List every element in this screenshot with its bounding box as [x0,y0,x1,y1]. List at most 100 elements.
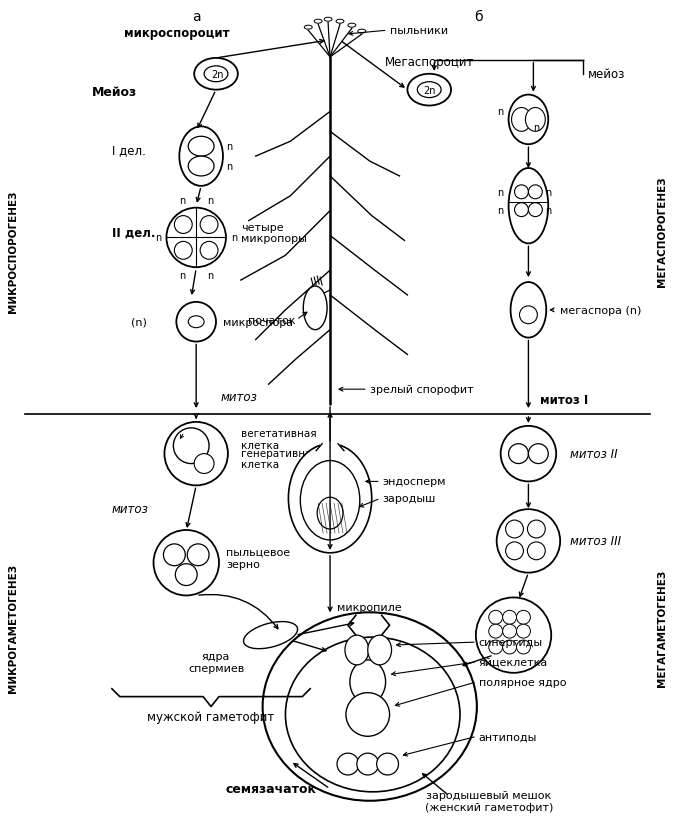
Circle shape [516,624,531,638]
Circle shape [529,186,542,200]
Text: микропиле: микропиле [338,603,402,613]
Ellipse shape [188,316,204,328]
Ellipse shape [271,633,286,641]
Circle shape [489,611,503,624]
Ellipse shape [345,636,369,665]
Circle shape [527,520,545,538]
Text: зародыш: зародыш [383,494,436,504]
Text: МЕГАСПОРОГЕНЕЗ: МЕГАСПОРОГЕНЕЗ [657,176,668,287]
Circle shape [508,444,529,464]
Text: антиподы: антиподы [479,731,537,741]
Text: II дел.: II дел. [112,227,155,240]
Text: n: n [533,123,539,133]
Ellipse shape [304,26,313,30]
Ellipse shape [244,622,298,649]
Text: Мегаспороцит: Мегаспороцит [385,57,474,70]
Circle shape [514,203,529,217]
Circle shape [165,423,228,486]
Text: n: n [385,760,390,768]
Text: митоз: митоз [112,502,148,515]
Text: n: n [155,233,161,243]
Text: мегаспора (n): мегаспора (n) [560,305,641,315]
Circle shape [153,531,219,595]
Ellipse shape [286,637,460,792]
Ellipse shape [358,30,366,34]
Circle shape [200,242,218,260]
Text: мейоз: мейоз [588,68,625,81]
Ellipse shape [510,283,546,338]
Circle shape [489,640,503,654]
Ellipse shape [324,18,332,22]
Text: n: n [545,188,551,197]
Ellipse shape [314,20,322,25]
Text: мужской гаметофит: мужской гаметофит [147,710,275,723]
Text: микроспора: микроспора [223,317,293,328]
Ellipse shape [259,627,273,636]
Text: митоз III: митоз III [570,535,621,548]
Ellipse shape [336,20,344,25]
Circle shape [501,427,556,482]
Text: 2n: 2n [362,709,374,720]
Text: ядра
спермиев: ядра спермиев [188,651,244,673]
Ellipse shape [303,287,327,330]
Circle shape [506,520,523,538]
Circle shape [516,611,531,624]
Ellipse shape [204,67,228,83]
Text: (n): (n) [131,317,146,328]
Circle shape [489,624,503,638]
Circle shape [503,640,516,654]
Text: n: n [365,760,371,768]
Circle shape [176,564,197,586]
Text: генеративная
клетка: генеративная клетка [241,448,318,470]
Ellipse shape [408,75,451,106]
Circle shape [527,542,545,560]
Circle shape [163,544,185,566]
Ellipse shape [188,157,214,177]
Ellipse shape [194,59,238,91]
Circle shape [187,544,209,566]
Text: 2n: 2n [212,70,224,79]
Text: пыльцевое
зерно: пыльцевое зерно [226,547,290,569]
Text: эндосперм: эндосперм [383,477,446,486]
Text: n: n [225,142,232,152]
Text: n: n [497,107,504,117]
Text: n: n [225,162,232,172]
Circle shape [337,753,359,775]
Text: МИКРОГАМЕТОГЕНЕЗ: МИКРОГАМЕТОГЕНЕЗ [7,563,18,692]
Circle shape [529,444,548,464]
Ellipse shape [348,25,356,28]
Ellipse shape [188,137,214,157]
Text: n: n [497,206,504,215]
Text: зрелый спорофит: зрелый спорофит [370,385,473,395]
Circle shape [167,208,226,268]
Text: 2n: 2n [423,85,435,96]
Circle shape [357,753,379,775]
Circle shape [514,186,529,200]
Ellipse shape [263,613,477,801]
Text: n: n [179,196,186,206]
Text: четыре
микропоры: четыре микропоры [241,223,306,244]
Circle shape [194,454,214,474]
Text: а: а [192,11,200,25]
Ellipse shape [180,127,223,187]
Text: Мейоз: Мейоз [92,86,137,99]
Circle shape [503,624,516,638]
Text: n: n [207,271,213,281]
Circle shape [174,216,192,234]
Text: МИКРОСПОРОГЕНЕЗ: МИКРОСПОРОГЕНЕЗ [7,190,18,312]
Text: I дел.: I дел. [112,143,146,156]
Circle shape [176,302,216,342]
Circle shape [529,203,542,217]
Text: микроспороцит: микроспороцит [124,26,229,39]
Circle shape [476,598,551,673]
Text: МЕГАГАМЕТОГЕНЕЗ: МЕГАГАМЕТОГЕНЕЗ [657,569,668,686]
Text: n: n [377,645,383,654]
Text: n: n [545,206,551,215]
Text: пыльники: пыльники [389,26,448,36]
Text: полярное ядро: полярное ядро [479,677,566,687]
Ellipse shape [368,636,391,665]
Circle shape [174,242,192,260]
Circle shape [173,428,209,464]
Circle shape [520,306,537,324]
Ellipse shape [300,461,360,541]
